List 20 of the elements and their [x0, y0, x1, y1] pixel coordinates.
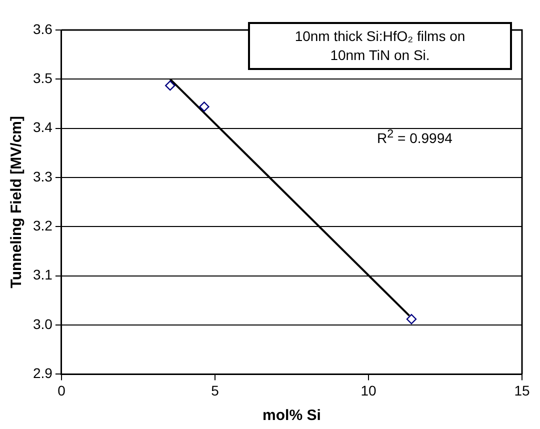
y-tick-label: 3.5 — [32, 70, 53, 86]
annotation: R$^{2}$ = 0.9994 — [377, 127, 452, 146]
y-tick-label: 3.2 — [32, 218, 53, 234]
x-tick-label: 15 — [514, 382, 530, 398]
x-axis-title: mol% Si — [262, 407, 321, 424]
text-frame: 10nm thick Si:HfO₂ films on 10nm TiN on Si. — [248, 22, 512, 70]
annotation: 10nm thick Si:HfO₂ films on 10nm TiN on Si. — [294, 28, 466, 63]
x-tick-label: 10 — [360, 382, 376, 398]
y-axis-title: Tunneling Field [MV/cm] — [8, 116, 26, 288]
y-tick-label: 3.0 — [32, 316, 53, 332]
x-tick-label: 5 — [211, 382, 220, 398]
y-tick-label: 2.9 — [32, 365, 53, 382]
point — [165, 80, 176, 91]
point — [199, 102, 210, 112]
y-tick-label: 3.4 — [32, 119, 53, 136]
x-tick-label: 0 — [58, 382, 66, 398]
y-tick-label: 3.3 — [32, 168, 53, 184]
y-tick-label: 3.1 — [32, 266, 53, 283]
point — [406, 314, 417, 324]
y-tick-label: 3.6 — [32, 20, 53, 37]
